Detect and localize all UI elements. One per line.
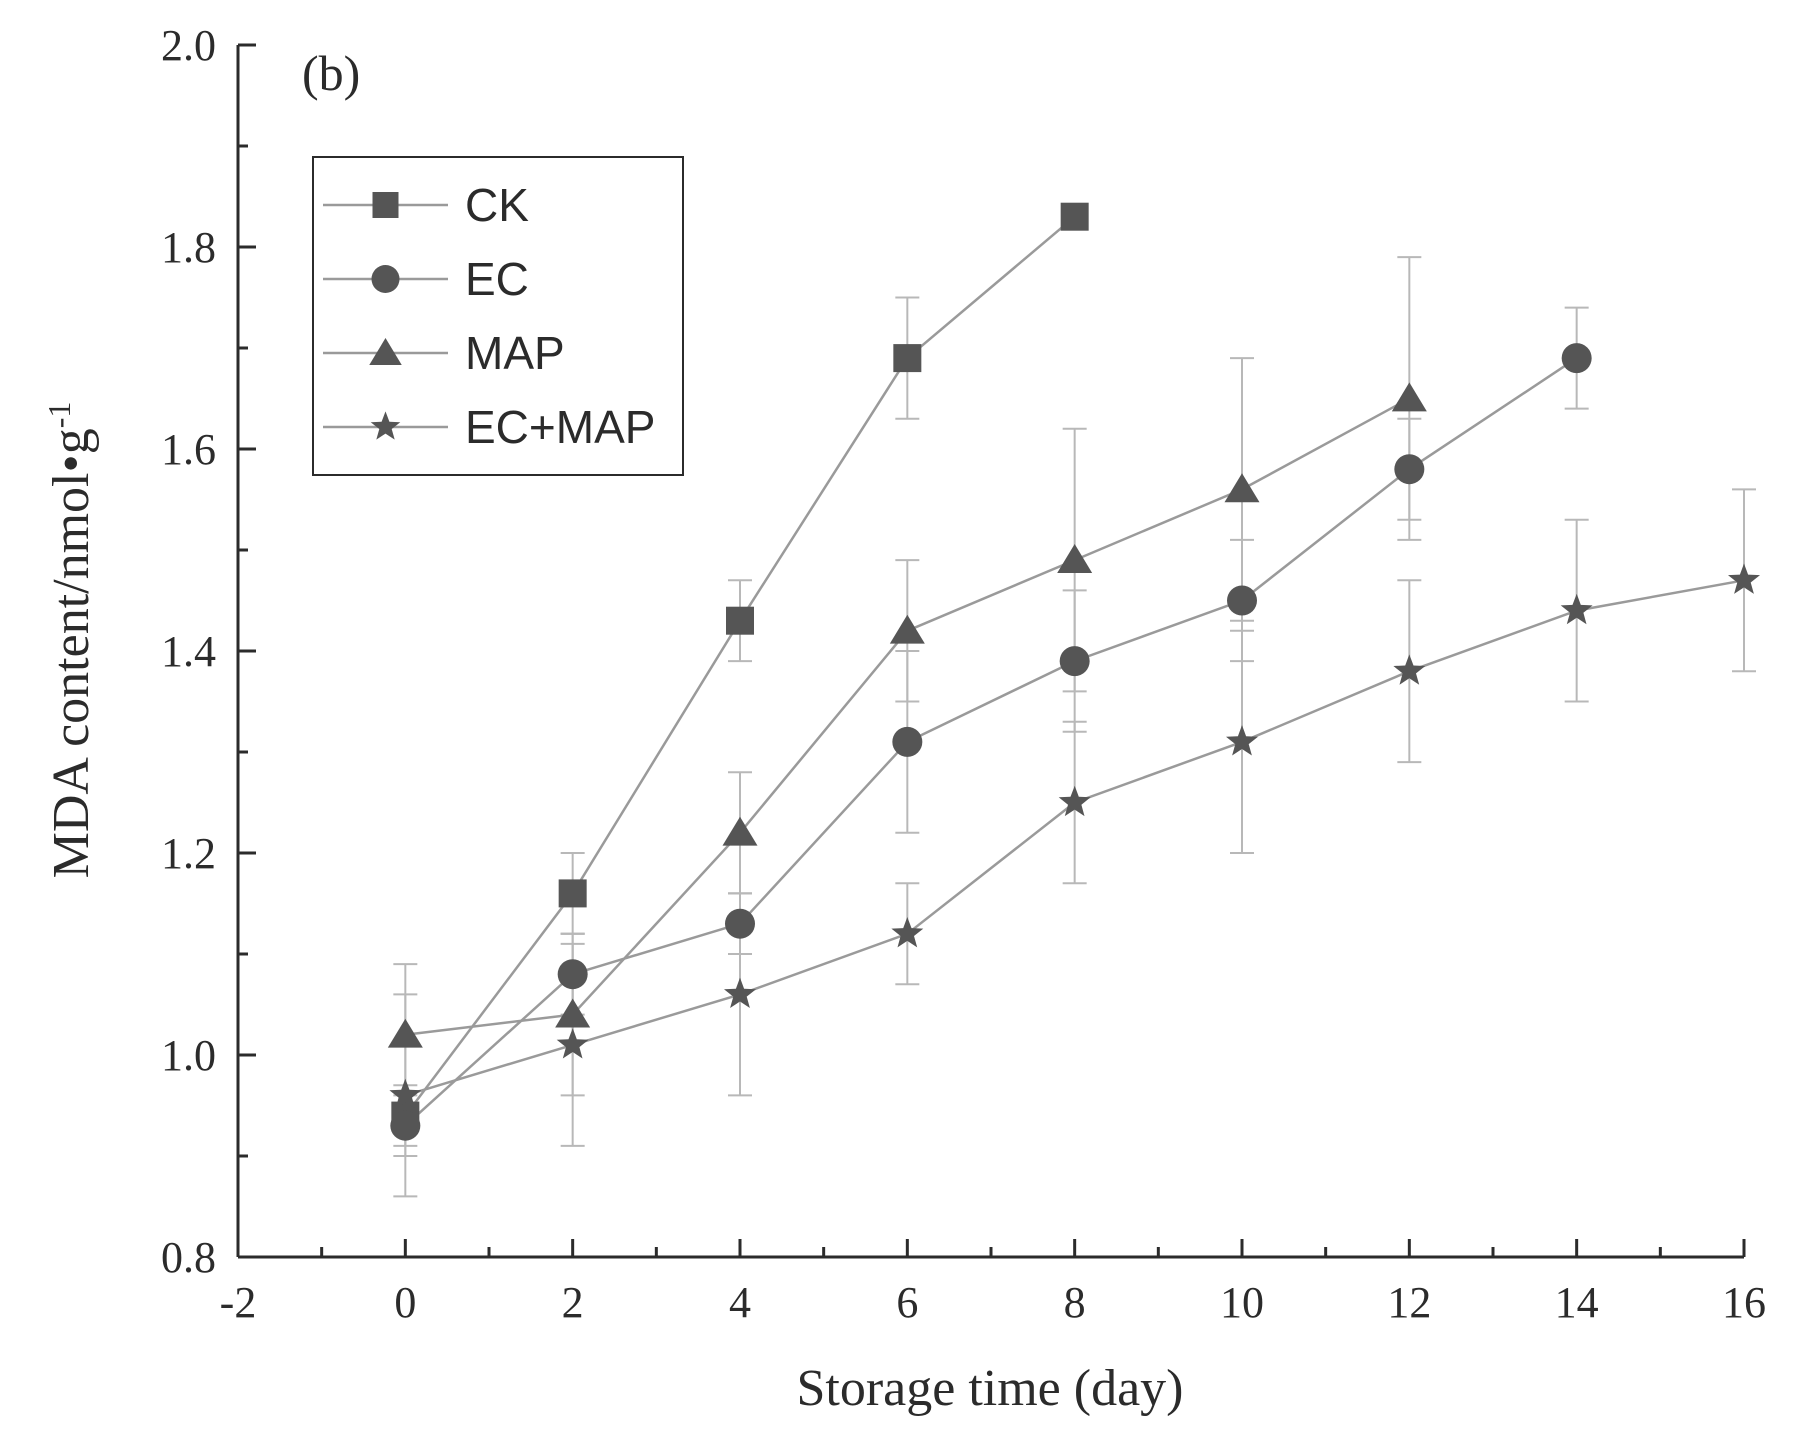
y-tick-label: 1.8 [161,223,216,272]
ec-map-data-point [724,977,756,1008]
y-tick-label: 1.4 [161,627,216,676]
ck-data-point [893,344,922,373]
x-axis-title: Storage time (day) [797,1360,1184,1417]
ec-data-point [1394,454,1425,485]
legend-marker-ec-map [370,411,401,440]
map-data-point [889,614,925,644]
y-tick-label: 1.2 [161,829,216,878]
y-tick-label: 2.0 [161,21,216,70]
x-tick-label: 2 [562,1278,584,1327]
y-axis-title-g: g [43,428,100,454]
y-tick-label: 1.6 [161,425,216,474]
ec-data-point [1059,646,1090,677]
map-data-point [722,816,758,846]
y-axis-title-main: MDA content/nmol [43,473,100,879]
ec-data-point [390,1110,421,1141]
map-data-point [1057,544,1093,573]
map-data-point [1391,382,1427,412]
ec-map-data-point [1393,654,1426,685]
x-tick-label: 16 [1722,1278,1766,1327]
legend-marker-ck [372,192,399,218]
x-tick-label: -2 [220,1278,257,1327]
x-tick-label: 6 [896,1278,918,1327]
x-tick-label: 12 [1387,1278,1431,1327]
legend: CK EC MAP EC+MAP [312,156,684,476]
ec-data-point [725,908,755,939]
y-axis-title-dot: • [43,454,100,472]
x-tick-label: 14 [1555,1278,1599,1327]
x-tick-label: 4 [729,1278,751,1327]
legend-label-ck: CK [465,179,529,231]
legend-marker-ec [371,265,400,293]
legend-label-ec-map: EC+MAP [465,401,655,453]
ec-data-point [892,726,923,757]
legend-label-ec: EC [465,253,529,305]
ec-map-data-point [1560,593,1593,625]
map-data-point [387,1018,423,1048]
legend-marker-map [369,338,402,365]
y-axis-title-exponent: -1 [41,402,77,429]
ck-data-point [726,606,754,635]
y-tick-label: 0.8 [161,1233,216,1282]
legend-label-map: MAP [465,327,565,379]
ck-data-point [1060,202,1089,231]
ck-data-point [558,879,587,908]
x-tick-label: 8 [1064,1278,1086,1327]
panel-label: (b) [302,45,360,101]
x-tick-label: 0 [394,1278,416,1327]
ec-map-data-point [389,1078,422,1109]
ec-map-data-point [1226,725,1258,756]
ec-map-data-point [891,917,924,948]
y-axis-title: MDA content/nmol•g-1 [41,402,100,879]
ec-map-data-point [556,1028,589,1059]
ec-data-point [557,959,588,990]
ec-data-point [1561,343,1592,374]
x-tick-label: 10 [1220,1278,1264,1327]
map-data-point [1224,473,1260,503]
ec-map-data-point [1058,785,1091,817]
y-tick-label: 1.0 [161,1031,216,1080]
map-data-point [555,998,591,1028]
ec-data-point [1227,585,1257,616]
ec-series-line [404,357,1578,1127]
ec-map-data-point [1728,563,1760,594]
